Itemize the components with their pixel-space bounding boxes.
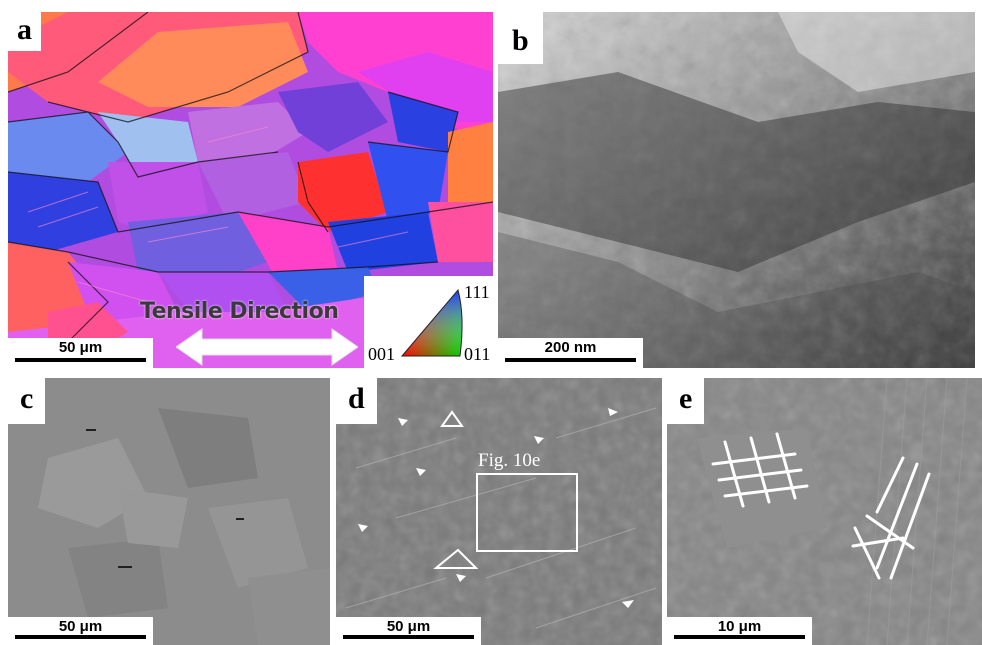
panel-c-label: c — [8, 378, 46, 424]
panel-c-scale-text: 50 μm — [58, 618, 103, 635]
sem-micrograph-e — [667, 378, 982, 645]
panel-a-scale-line — [15, 358, 146, 362]
panel-e-label: e — [667, 378, 705, 424]
panel-a-scale-bar: 50 μm — [8, 338, 153, 368]
panel-d-label: d — [336, 378, 377, 424]
panel-a-scale-text: 50 μm — [58, 339, 103, 356]
panel-e-scale-bar: 10 μm — [667, 617, 812, 645]
panel-e-scale-text: 10 μm — [717, 618, 762, 635]
ipf-color-triangle — [400, 288, 463, 357]
panel-a-label: a — [8, 12, 41, 51]
panel-b-tem-image: b 200 nm — [498, 12, 975, 368]
ipf-label-111: 111 — [464, 282, 490, 302]
ipf-legend: 111 001 011 — [364, 276, 493, 368]
panel-c-sem-image: c 50 μm — [8, 378, 330, 645]
panel-b-label: b — [498, 12, 543, 64]
panel-c-scale-line — [15, 635, 146, 639]
fig-10e-box-caption: Fig. 10e — [478, 450, 541, 471]
panel-d-scale-text: 50 μm — [386, 618, 431, 635]
ipf-label-001: 001 — [368, 344, 395, 364]
panel-d-scale-line — [343, 635, 474, 639]
panel-e-scale-line — [674, 635, 805, 639]
panel-c-scale-bar: 50 μm — [8, 617, 153, 645]
panel-b-scale-bar: 200 nm — [498, 338, 643, 368]
panel-a-ebsd-map: a 50 μm Tensile Direction 111 001 011 — [8, 12, 493, 368]
sem-micrograph-c — [8, 378, 330, 645]
ipf-label-011: 011 — [464, 344, 491, 364]
panel-d-scale-bar: 50 μm — [336, 617, 481, 645]
panel-e-sem-image: e 10 μm — [667, 378, 982, 645]
tem-micrograph — [498, 12, 975, 368]
panel-b-scale-text: 200 nm — [544, 339, 597, 356]
sem-micrograph-d — [336, 378, 662, 645]
tensile-direction-arrow — [176, 328, 358, 366]
panel-d-sem-image: d Fig. 10e 50 μm — [336, 378, 662, 645]
panel-b-scale-line — [505, 358, 636, 362]
tensile-direction-label: Tensile Direction — [140, 299, 339, 324]
